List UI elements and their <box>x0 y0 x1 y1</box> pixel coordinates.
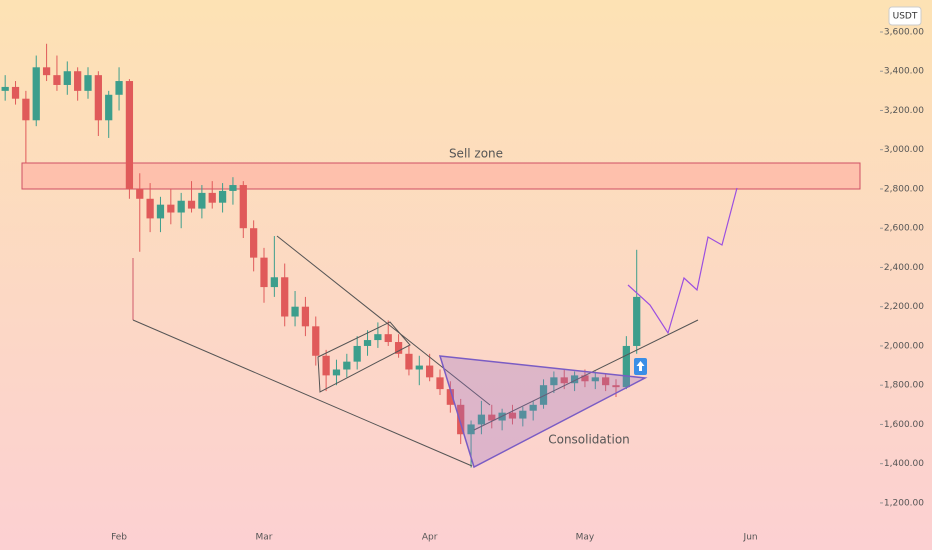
y-tick-label: 1,600.00 <box>884 420 924 430</box>
candle-body <box>198 192 206 209</box>
candle-body <box>22 98 30 121</box>
y-tick-label: 2,600.00 <box>884 224 924 234</box>
candle-body <box>260 257 268 288</box>
candle-body <box>446 389 454 405</box>
arrow-glyph <box>636 361 645 371</box>
candle-body <box>42 67 51 76</box>
candle-body <box>291 306 299 317</box>
candle-body <box>239 185 247 229</box>
y-tick-label: 2,200.00 <box>884 302 924 312</box>
candles <box>1 43 641 468</box>
drawings <box>132 235 699 467</box>
candle-body <box>415 365 423 370</box>
x-tick-label: Feb <box>111 533 127 543</box>
x-tick-label: Jun <box>743 533 758 543</box>
candle-body <box>477 414 486 425</box>
y-tick-label: 2,800.00 <box>884 184 924 194</box>
y-tick-label: 1,800.00 <box>884 381 924 391</box>
candle-body <box>332 369 341 376</box>
sell-zone <box>21 162 861 190</box>
candle-body <box>229 185 237 191</box>
y-tick-label: 1,400.00 <box>884 459 924 469</box>
candle-body <box>343 361 351 370</box>
candle-body <box>602 377 610 386</box>
candle-body <box>125 81 134 189</box>
drawing-line <box>132 319 473 467</box>
candle-body <box>94 75 102 121</box>
candle-body <box>384 334 392 343</box>
candle-body <box>394 342 403 354</box>
candle-body <box>353 345 361 362</box>
candle-body <box>612 385 620 388</box>
candle-body <box>115 81 123 95</box>
candle-body <box>374 334 382 341</box>
y-tick-label: 3,400.00 <box>884 67 924 77</box>
candle-body <box>53 75 61 85</box>
x-tick-label: Apr <box>422 533 438 543</box>
y-tick-label: 3,600.00 <box>884 27 924 37</box>
candle-body <box>519 410 527 419</box>
candle-body <box>84 75 92 91</box>
candle-body <box>570 375 579 384</box>
candle-body <box>529 404 537 411</box>
candle-body <box>208 192 216 203</box>
candle-body <box>539 385 548 405</box>
candle-body <box>11 86 20 99</box>
projection <box>627 187 738 335</box>
candle-body <box>63 71 71 85</box>
annotation: Consolidation <box>548 433 630 447</box>
candle-body <box>1 86 9 91</box>
candle-body <box>560 377 568 384</box>
y-tick-label: 2,400.00 <box>884 263 924 273</box>
candle-body <box>508 412 517 419</box>
candle-body <box>281 277 289 317</box>
candle-body <box>218 190 227 203</box>
candle-body <box>457 404 465 435</box>
channel <box>317 321 411 393</box>
drawing-line <box>473 319 699 431</box>
candle-body <box>74 71 82 91</box>
drawing-line <box>276 235 491 406</box>
candle-body <box>105 94 113 121</box>
candle-body <box>622 345 630 388</box>
candle-body <box>436 377 444 390</box>
candle-body <box>250 228 258 258</box>
candle-body <box>488 414 496 421</box>
x-tick-label: May <box>576 533 595 543</box>
y-tick-label: 1,200.00 <box>884 498 924 508</box>
y-tick-label: 3,000.00 <box>884 145 924 155</box>
candle-body <box>270 277 278 288</box>
candle-body <box>550 377 558 386</box>
triangle <box>438 355 648 469</box>
candle-body <box>32 67 40 121</box>
candle-body <box>467 424 475 435</box>
candle-body <box>177 200 185 213</box>
candle-body <box>187 200 196 209</box>
candle-body <box>146 198 154 219</box>
candle-body <box>591 377 599 382</box>
candle-body <box>581 375 589 382</box>
candle-body <box>301 306 310 327</box>
candle-body <box>156 204 165 219</box>
candle-body <box>136 188 144 199</box>
candle-body <box>167 204 175 213</box>
candle-body <box>426 365 434 378</box>
candle-body <box>322 355 330 376</box>
candle-body <box>405 353 413 370</box>
candle-body <box>633 296 641 346</box>
candle-body <box>312 326 320 356</box>
annotation: Sell zone <box>449 147 503 161</box>
unit-badge <box>888 6 922 26</box>
x-tick-label: Mar <box>256 533 273 543</box>
candle-body <box>363 340 372 346</box>
y-tick-label: 3,200.00 <box>884 106 924 116</box>
unit-label: USDT <box>893 12 918 22</box>
y-tick-label: 2,000.00 <box>884 341 924 351</box>
